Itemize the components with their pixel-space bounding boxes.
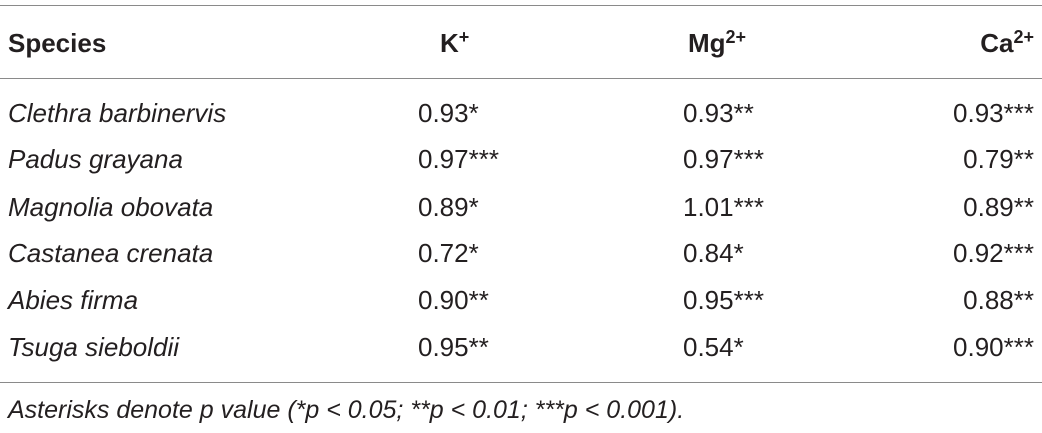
species-cell: Magnolia obovata — [8, 192, 214, 222]
top-rule — [0, 5, 1042, 6]
header-cell: Mg2+ — [688, 27, 747, 61]
value-cell: 0.97*** — [418, 144, 499, 174]
header-text: Species — [8, 28, 107, 58]
header-superscript: 2+ — [725, 27, 747, 47]
value-cell: 0.93*** — [953, 98, 1034, 128]
header-superscript: 2+ — [1013, 27, 1034, 47]
header-rule — [0, 78, 1042, 79]
header-text: Ca — [980, 28, 1014, 58]
bottom-rule — [0, 382, 1042, 383]
species-cell: Abies firma — [8, 285, 139, 315]
header-text: K — [440, 28, 459, 58]
value-cell: 0.89* — [418, 192, 479, 222]
species-cell: Castanea crenata — [8, 238, 214, 268]
value-cell: 0.90*** — [953, 332, 1034, 362]
value-cell: 0.84* — [683, 238, 744, 268]
value-cell: 0.89** — [963, 192, 1034, 222]
value-cell: 0.93** — [683, 98, 754, 128]
value-cell: 0.79** — [963, 144, 1034, 174]
value-cell: 0.95** — [418, 332, 489, 362]
value-cell: 0.90** — [418, 285, 489, 315]
value-cell: 0.95*** — [683, 285, 764, 315]
header-text: Mg — [688, 28, 726, 58]
header-cell: K+ — [440, 27, 470, 61]
value-cell: 0.97*** — [683, 144, 764, 174]
footnote: Asterisks denote p value (*p < 0.05; **p… — [8, 396, 685, 424]
species-cell: Clethra barbinervis — [8, 98, 227, 128]
value-cell: 0.93* — [418, 98, 479, 128]
value-cell: 1.01*** — [683, 192, 764, 222]
header-superscript: + — [458, 27, 470, 47]
value-cell: 0.54* — [683, 332, 744, 362]
header-cell: Ca2+ — [980, 27, 1034, 61]
value-cell: 0.72* — [418, 238, 479, 268]
value-cell: 0.88** — [963, 285, 1034, 315]
species-cell: Tsuga sieboldii — [8, 332, 180, 362]
value-cell: 0.92*** — [953, 238, 1034, 268]
header-cell: Species — [8, 28, 106, 58]
species-cell: Padus grayana — [8, 144, 183, 174]
